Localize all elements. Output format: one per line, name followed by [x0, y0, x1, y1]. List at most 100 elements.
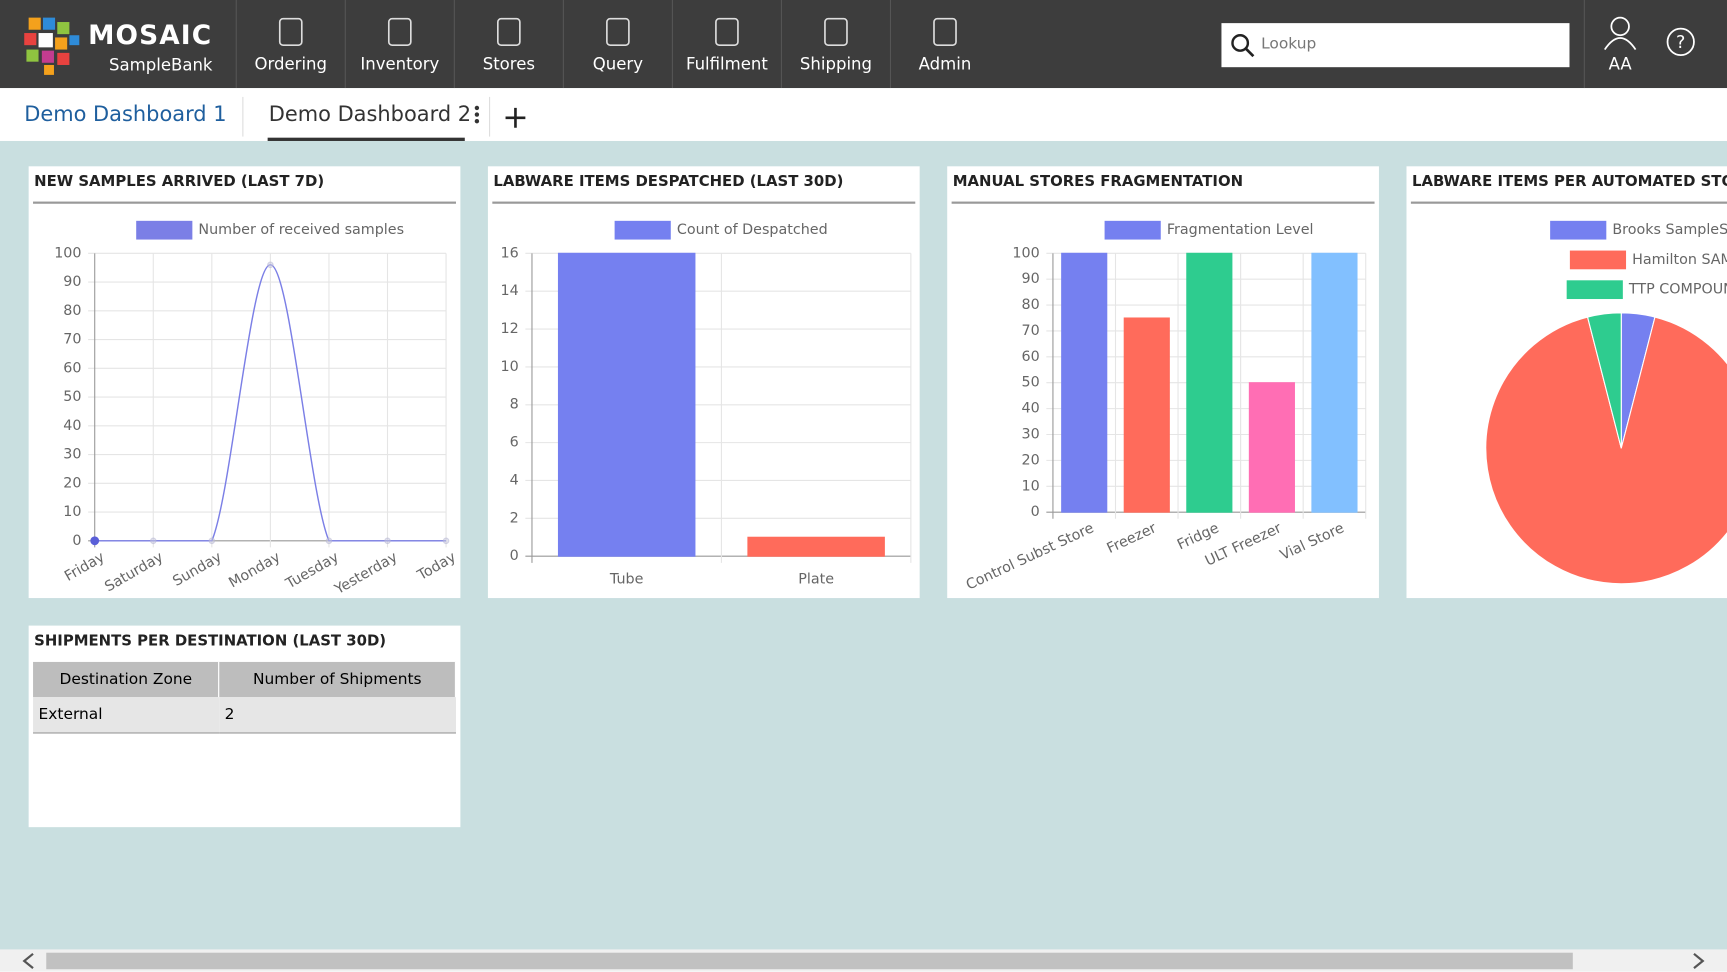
nav-icon	[933, 17, 957, 46]
x-tick-label: Friday	[62, 549, 108, 585]
nav-icon	[387, 17, 412, 46]
point	[442, 537, 450, 545]
legend-swatch	[1550, 220, 1607, 240]
chart-widget: Brooks SampleStore II_1/Hamilton SAM/Tub…	[1406, 166, 1727, 599]
point	[90, 536, 100, 546]
brand: MOSAIC	[88, 19, 213, 51]
nav-item[interactable]: Admin	[889, 0, 999, 89]
tab-active[interactable]: Demo Dashboard 2	[268, 102, 472, 127]
y-tick-label: 90	[63, 274, 81, 290]
y-tick-label: 40	[63, 418, 81, 434]
bar	[557, 252, 696, 557]
chart: Fragmentation Level 0 10 20 30 40 50 60 70 80 90 10…	[964, 220, 1367, 593]
nav-icon	[278, 17, 303, 46]
x-tick-label: Tube	[609, 571, 644, 587]
chart: Number of received samples 0 10 20 30 40 50 60 7…	[54, 220, 459, 598]
icon-shape	[278, 17, 303, 46]
icon-shape	[387, 17, 412, 46]
y-tick-label: 60	[1022, 349, 1040, 365]
point	[208, 537, 216, 545]
svg-text:?: ?	[1676, 33, 1685, 53]
user-menu[interactable]: AA	[1583, 0, 1656, 89]
nav-label: Admin	[918, 53, 972, 74]
y-tick-label: 10	[1022, 478, 1040, 494]
x-tick-label: Yesterday	[331, 549, 400, 598]
x-tick-label: Saturday	[102, 549, 166, 595]
y-tick-label: 10	[501, 359, 519, 375]
column-header: Destination Zone	[33, 661, 220, 698]
chart-widget: Fragmentation Level 0 10 20 30 40 50 60 70 80 90 10…	[947, 166, 1379, 599]
tab-bar: Demo Dashboard 1 Demo Dashboard 2	[0, 88, 1727, 141]
widget-title: SHIPMENTS PER DESTINATION (LAST 30D)	[34, 632, 387, 650]
y-tick-label: 30	[63, 447, 81, 463]
y-tick-label: 80	[63, 303, 81, 319]
y-tick-label: 4	[510, 472, 519, 488]
nav-icon	[715, 17, 739, 46]
scrollbar[interactable]	[0, 949, 1727, 972]
title-rule	[33, 201, 456, 204]
legend-swatch	[1566, 280, 1623, 300]
chart: Count of Despatched 0 2 4 6 8 10 12 14 16 Tube Plat…	[501, 220, 912, 587]
legend-label: Fragmentation Level	[1167, 222, 1314, 238]
widget-title: LABWARE ITEMS PER AUTOMATED STOR	[1411, 172, 1727, 191]
title-rule	[492, 201, 916, 204]
legend-swatch	[1104, 220, 1161, 240]
icon-shape	[497, 17, 521, 46]
x-tick-label: Monday	[226, 549, 283, 591]
y-tick-label: 10	[63, 504, 81, 520]
nav-item[interactable]: Query	[562, 0, 672, 89]
y-tick-label: 0	[72, 533, 81, 549]
y-tick-label: 0	[510, 548, 519, 564]
user-initials: AA	[1608, 53, 1632, 74]
pie-slice	[1485, 316, 1727, 585]
legend-swatch	[614, 220, 671, 240]
legend-label: Count of Despatched	[677, 222, 828, 238]
point	[325, 537, 333, 545]
nav-item[interactable]: Fulfilment	[671, 0, 781, 89]
help-icon[interactable]: ?	[1664, 25, 1697, 58]
x-tick-label: Plate	[798, 571, 834, 587]
y-tick-label: 16	[501, 245, 519, 261]
nav-item[interactable]: Shipping	[780, 0, 890, 89]
chart-widget: Count of Despatched 0 2 4 6 8 10 12 14 16 Tube Plat…	[487, 166, 920, 599]
y-tick-label: 40	[1022, 401, 1040, 417]
nav-item[interactable]: Stores	[453, 0, 563, 89]
table-row: External 2	[33, 697, 456, 734]
nav-item[interactable]: Ordering	[235, 0, 345, 89]
legend-label: Hamilton SAM/Tube	[1632, 252, 1727, 268]
y-tick-label: 8	[510, 397, 519, 413]
table: Destination Zone Number of Shipments Exter…	[33, 661, 456, 734]
nav-label: Query	[592, 53, 643, 74]
nav-label: Ordering	[254, 53, 328, 74]
y-tick-label: 80	[1022, 297, 1040, 313]
nav-label: Fulfilment	[685, 53, 768, 74]
y-tick-label: 12	[501, 321, 519, 337]
y-tick-label: 50	[1022, 375, 1040, 391]
bar	[1186, 252, 1233, 513]
table-cell: 2	[219, 697, 456, 734]
legend-label: Brooks SampleStore II_1/	[1612, 222, 1727, 238]
legend-swatch	[1569, 250, 1627, 270]
y-tick-label: 90	[1022, 271, 1040, 287]
chart: Brooks SampleStore II_1/Hamilton SAM/Tub…	[1485, 220, 1727, 585]
bar	[1248, 382, 1295, 513]
bar	[1061, 252, 1108, 513]
tab[interactable]: Demo Dashboard 1	[24, 102, 227, 127]
icon-shape	[933, 17, 957, 46]
tab-menu[interactable]	[471, 105, 482, 127]
widget-title: LABWARE ITEMS DESPATCHED (LAST 30D)	[493, 172, 844, 191]
point	[384, 537, 391, 545]
add-tab[interactable]	[504, 107, 526, 129]
legend-label: TTP COMPOUND/Tub	[1628, 282, 1727, 298]
column-header: Number of Shipments	[219, 661, 456, 698]
icon-shape	[824, 17, 848, 46]
chart-widget: Number of received samples 0 10 20 30 40 50 60 7…	[28, 166, 461, 599]
widget-title: NEW SAMPLES ARRIVED (LAST 7D)	[34, 172, 325, 191]
nav-item[interactable]: Inventory	[344, 0, 454, 89]
x-tick-label: Vial Store	[1278, 520, 1347, 564]
nav-label: Stores	[482, 53, 535, 74]
top-bar: MOSAIC SampleBank Ordering Inventory Store…	[0, 0, 1727, 89]
search-box[interactable]: Lookup	[1221, 23, 1570, 68]
